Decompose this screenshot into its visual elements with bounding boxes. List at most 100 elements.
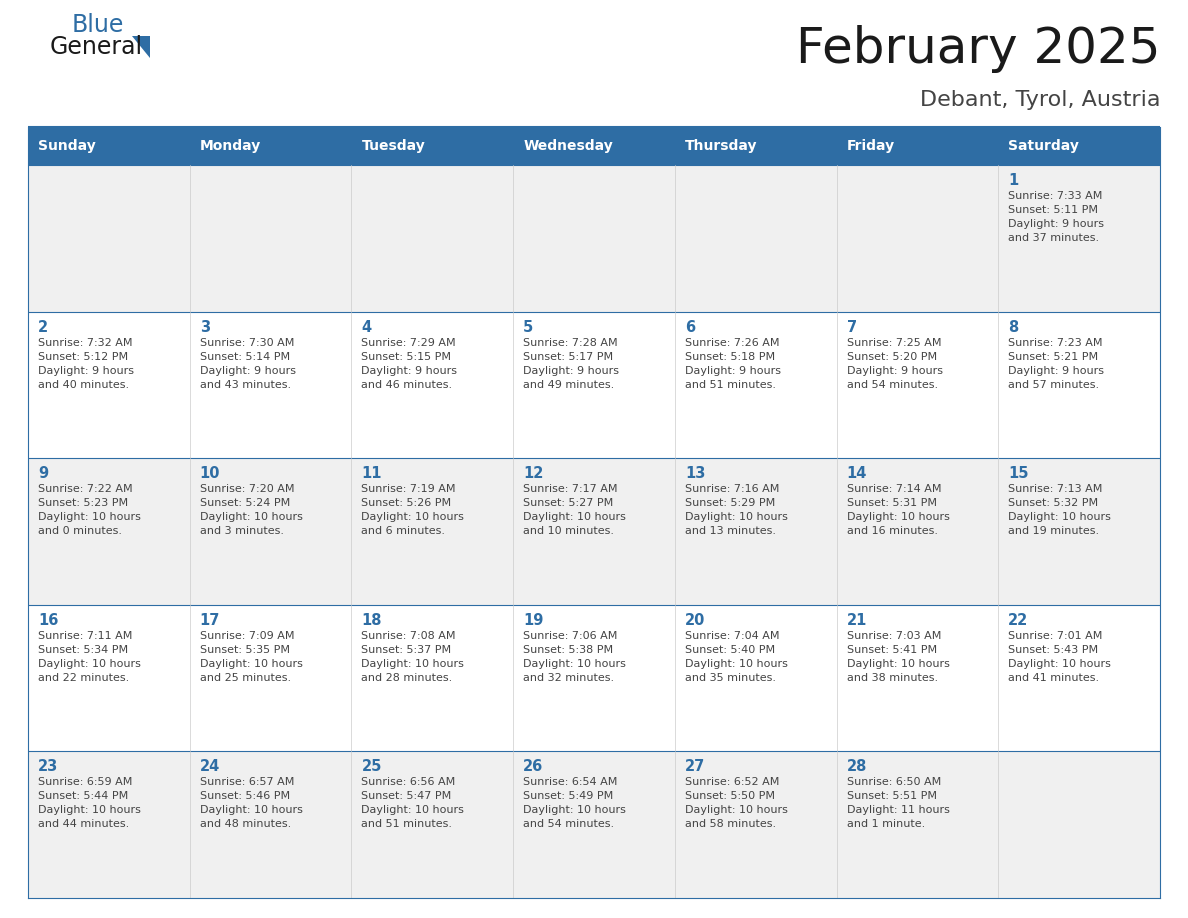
Text: Tuesday: Tuesday: [361, 139, 425, 153]
Text: 8: 8: [1009, 319, 1018, 334]
Text: and 16 minutes.: and 16 minutes.: [847, 526, 937, 536]
Text: Daylight: 10 hours: Daylight: 10 hours: [847, 659, 949, 669]
Text: Sunrise: 6:56 AM: Sunrise: 6:56 AM: [361, 778, 456, 788]
Text: Debant, Tyrol, Austria: Debant, Tyrol, Austria: [920, 90, 1159, 110]
Text: 7: 7: [847, 319, 857, 334]
Bar: [675, 165, 836, 311]
Text: Sunset: 5:40 PM: Sunset: 5:40 PM: [684, 644, 775, 655]
Text: and 32 minutes.: and 32 minutes.: [523, 673, 614, 683]
Text: Daylight: 10 hours: Daylight: 10 hours: [361, 659, 465, 669]
Text: 18: 18: [361, 613, 381, 628]
Text: 17: 17: [200, 613, 220, 628]
Text: Sunrise: 6:50 AM: Sunrise: 6:50 AM: [847, 778, 941, 788]
Text: Sunrise: 7:25 AM: Sunrise: 7:25 AM: [847, 338, 941, 348]
Text: 16: 16: [38, 613, 58, 628]
Bar: [352, 752, 513, 898]
Text: and 38 minutes.: and 38 minutes.: [847, 673, 937, 683]
Text: 28: 28: [847, 759, 867, 775]
Text: and 51 minutes.: and 51 minutes.: [684, 380, 776, 389]
Text: 24: 24: [200, 759, 220, 775]
Text: 5: 5: [523, 319, 533, 334]
Text: and 48 minutes.: and 48 minutes.: [200, 820, 291, 829]
Text: Sunset: 5:23 PM: Sunset: 5:23 PM: [38, 498, 128, 509]
Text: and 22 minutes.: and 22 minutes.: [38, 673, 129, 683]
Text: February 2025: February 2025: [796, 25, 1159, 73]
Text: 1: 1: [1009, 173, 1018, 188]
Text: Daylight: 10 hours: Daylight: 10 hours: [361, 512, 465, 522]
Bar: [675, 127, 836, 165]
Text: 4: 4: [361, 319, 372, 334]
Text: 6: 6: [684, 319, 695, 334]
Bar: [352, 458, 513, 605]
Text: and 43 minutes.: and 43 minutes.: [200, 380, 291, 389]
Bar: [675, 605, 836, 752]
Text: Sunrise: 7:32 AM: Sunrise: 7:32 AM: [38, 338, 133, 348]
Bar: [513, 458, 675, 605]
Text: Sunset: 5:18 PM: Sunset: 5:18 PM: [684, 352, 775, 362]
Text: and 40 minutes.: and 40 minutes.: [38, 380, 129, 389]
Bar: [513, 165, 675, 311]
Text: 27: 27: [684, 759, 706, 775]
Text: Sunset: 5:37 PM: Sunset: 5:37 PM: [361, 644, 451, 655]
Text: Sunrise: 7:23 AM: Sunrise: 7:23 AM: [1009, 338, 1102, 348]
Text: Sunrise: 7:06 AM: Sunrise: 7:06 AM: [523, 631, 618, 641]
Text: 22: 22: [1009, 613, 1029, 628]
Text: 21: 21: [847, 613, 867, 628]
Text: Sunday: Sunday: [38, 139, 96, 153]
Text: Sunset: 5:47 PM: Sunset: 5:47 PM: [361, 791, 451, 801]
Text: Daylight: 10 hours: Daylight: 10 hours: [361, 805, 465, 815]
Text: 25: 25: [361, 759, 381, 775]
Bar: [998, 311, 1159, 458]
Text: Sunrise: 7:01 AM: Sunrise: 7:01 AM: [1009, 631, 1102, 641]
Bar: [190, 311, 352, 458]
Text: Blue: Blue: [72, 13, 125, 37]
Text: and 54 minutes.: and 54 minutes.: [523, 820, 614, 829]
Text: Daylight: 10 hours: Daylight: 10 hours: [1009, 659, 1111, 669]
Text: Sunset: 5:12 PM: Sunset: 5:12 PM: [38, 352, 128, 362]
Text: 19: 19: [523, 613, 544, 628]
Bar: [190, 127, 352, 165]
Text: Sunset: 5:31 PM: Sunset: 5:31 PM: [847, 498, 936, 509]
Text: and 46 minutes.: and 46 minutes.: [361, 380, 453, 389]
Text: General: General: [50, 35, 143, 59]
Text: 20: 20: [684, 613, 706, 628]
Text: Sunset: 5:51 PM: Sunset: 5:51 PM: [847, 791, 936, 801]
Text: and 19 minutes.: and 19 minutes.: [1009, 526, 1099, 536]
Bar: [675, 458, 836, 605]
Text: Sunrise: 7:08 AM: Sunrise: 7:08 AM: [361, 631, 456, 641]
Text: Daylight: 10 hours: Daylight: 10 hours: [38, 805, 141, 815]
Text: Sunset: 5:32 PM: Sunset: 5:32 PM: [1009, 498, 1099, 509]
Bar: [190, 605, 352, 752]
Text: 9: 9: [38, 466, 49, 481]
Bar: [836, 458, 998, 605]
Bar: [29, 458, 190, 605]
Text: Daylight: 9 hours: Daylight: 9 hours: [684, 365, 781, 375]
Text: Sunrise: 7:26 AM: Sunrise: 7:26 AM: [684, 338, 779, 348]
Bar: [836, 165, 998, 311]
Bar: [675, 311, 836, 458]
Text: Sunrise: 7:20 AM: Sunrise: 7:20 AM: [200, 484, 295, 494]
Text: 3: 3: [200, 319, 210, 334]
Text: and 35 minutes.: and 35 minutes.: [684, 673, 776, 683]
Bar: [998, 605, 1159, 752]
Text: Sunset: 5:46 PM: Sunset: 5:46 PM: [200, 791, 290, 801]
Text: Daylight: 10 hours: Daylight: 10 hours: [200, 805, 303, 815]
Text: Daylight: 10 hours: Daylight: 10 hours: [684, 659, 788, 669]
Text: Sunrise: 7:14 AM: Sunrise: 7:14 AM: [847, 484, 941, 494]
Text: 23: 23: [38, 759, 58, 775]
Text: 11: 11: [361, 466, 381, 481]
Text: and 13 minutes.: and 13 minutes.: [684, 526, 776, 536]
Text: 26: 26: [523, 759, 543, 775]
Text: Sunrise: 6:57 AM: Sunrise: 6:57 AM: [200, 778, 295, 788]
Bar: [29, 127, 190, 165]
Text: Sunrise: 7:19 AM: Sunrise: 7:19 AM: [361, 484, 456, 494]
Text: Sunset: 5:29 PM: Sunset: 5:29 PM: [684, 498, 775, 509]
Text: Thursday: Thursday: [684, 139, 758, 153]
Text: Sunrise: 7:03 AM: Sunrise: 7:03 AM: [847, 631, 941, 641]
Bar: [836, 311, 998, 458]
Text: Sunrise: 7:22 AM: Sunrise: 7:22 AM: [38, 484, 133, 494]
Text: Daylight: 10 hours: Daylight: 10 hours: [200, 512, 303, 522]
Text: 14: 14: [847, 466, 867, 481]
Text: Sunrise: 6:54 AM: Sunrise: 6:54 AM: [523, 778, 618, 788]
Text: Daylight: 10 hours: Daylight: 10 hours: [523, 805, 626, 815]
